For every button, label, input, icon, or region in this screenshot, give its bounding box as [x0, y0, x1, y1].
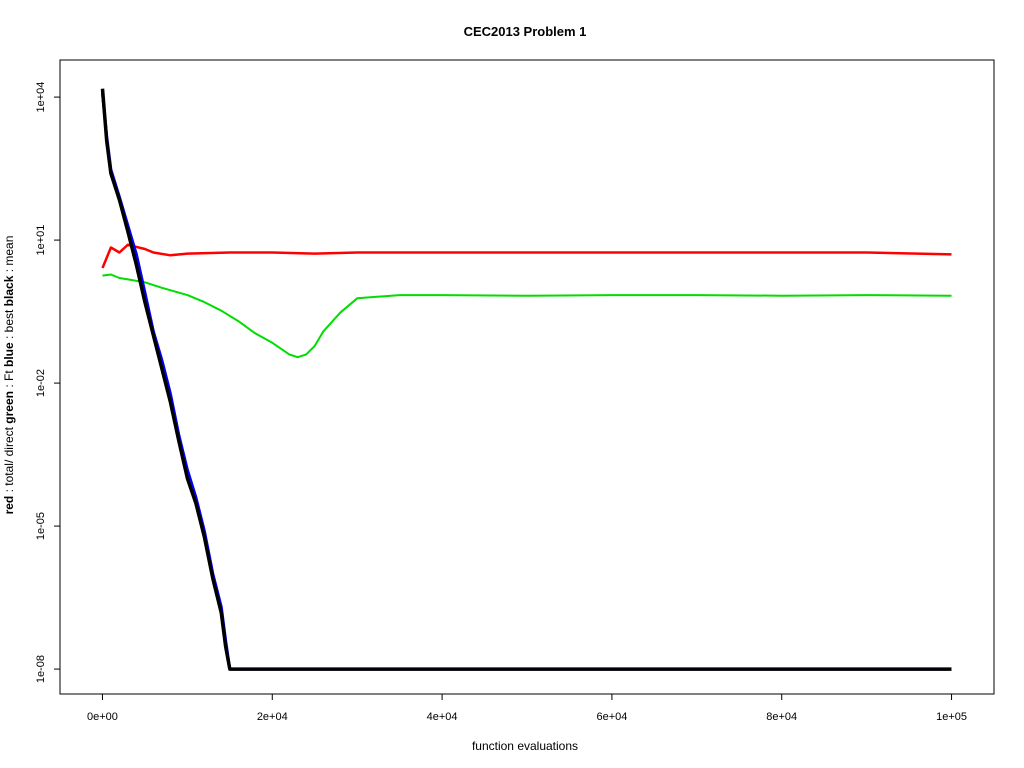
x-tick-label: 8e+04 [766, 711, 797, 723]
series-layer [100, 88, 952, 671]
series-line-3 [100, 88, 952, 671]
x-tick-label: 6e+04 [596, 711, 627, 723]
y-tick-label: 1e-02 [35, 369, 47, 397]
y-axis-label-part: : Ft [2, 367, 16, 391]
x-tick-label: 0e+00 [87, 711, 118, 723]
series-line-0 [101, 243, 952, 269]
x-tick-label: 4e+04 [427, 711, 458, 723]
y-axis-label-part: : mean [2, 236, 16, 276]
y-axis-label: red : total/ direct green : Ft blue : be… [2, 236, 16, 515]
y-tick-label: 1e-08 [35, 655, 47, 683]
x-axis: 0e+00 2e+04 4e+04 6e+04 8e+04 1e+05 [87, 693, 967, 723]
plot-frame [59, 59, 995, 695]
y-axis-label-part: black [2, 275, 16, 306]
x-tick-label: 2e+04 [257, 711, 288, 723]
chart-title: CEC2013 Problem 1 [464, 24, 587, 39]
x-tick-label: 1e+05 [936, 711, 967, 723]
y-axis-label-part: : best [2, 306, 16, 342]
y-axis-label-part: red [2, 496, 16, 515]
y-axis-label-part: green [2, 391, 16, 424]
y-tick-label: 1e+04 [35, 82, 47, 113]
x-axis-label: function evaluations [472, 739, 578, 753]
y-tick-label: 1e+01 [35, 225, 47, 256]
y-tick-label: 1e-05 [35, 512, 47, 540]
y-axis: 1e+04 1e+01 1e-02 1e-05 1e-08 [35, 82, 61, 683]
series-line-1 [102, 273, 952, 359]
y-axis-label-part: : total/ direct [2, 424, 16, 496]
series-line-2 [101, 93, 952, 671]
y-axis-label-part: blue [2, 342, 16, 367]
